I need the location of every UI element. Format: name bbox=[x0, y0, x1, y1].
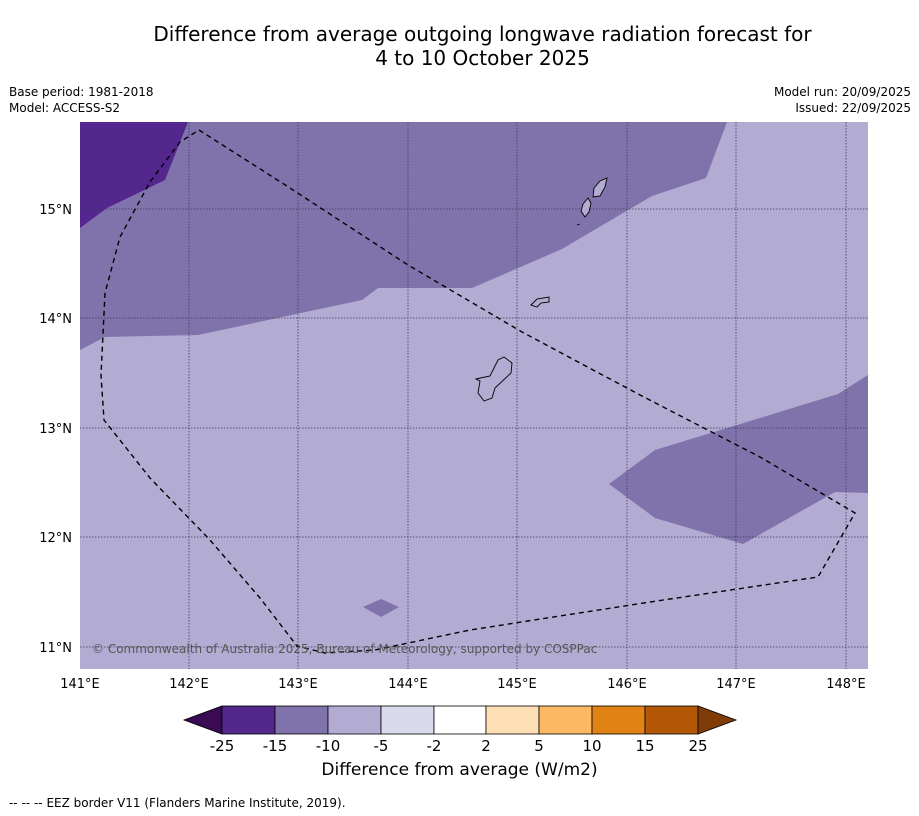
island-guam bbox=[474, 356, 513, 402]
issued-date: Issued: 22/09/2025 bbox=[795, 101, 911, 115]
lon-tick-label: 142°E bbox=[169, 677, 209, 692]
island-rota bbox=[530, 296, 550, 308]
footer-legend: -- -- -- EEZ border V11 (Flanders Marine… bbox=[9, 796, 346, 810]
colorbar-tick-label: -10 bbox=[316, 737, 341, 755]
colorbar-extension-max bbox=[697, 705, 738, 735]
colorbar-extension-min bbox=[182, 705, 223, 735]
colorbar-tick-label: 5 bbox=[534, 737, 544, 755]
colorbar-tick-label: -25 bbox=[210, 737, 235, 755]
meta-left: Base period: 1981-2018 Model: ACCESS-S2 bbox=[9, 84, 154, 116]
lat-tick-label: 11°N bbox=[39, 641, 72, 656]
lon-tick-label: 147°E bbox=[716, 677, 756, 692]
anomaly-region-small bbox=[363, 599, 399, 617]
colorbar-tick-label: -2 bbox=[427, 737, 442, 755]
colorbar-bin bbox=[433, 705, 487, 735]
colorbar-tick-label: 25 bbox=[688, 737, 707, 755]
anomaly-region-north bbox=[80, 122, 727, 350]
lon-tick-label: 141°E bbox=[60, 677, 100, 692]
colorbar-bin bbox=[380, 705, 435, 735]
colorbar-bin bbox=[644, 705, 699, 735]
colorbar-tick-label: 15 bbox=[635, 737, 654, 755]
colorbar-tick-label: -15 bbox=[263, 737, 288, 755]
model-run: Model run: 20/09/2025 bbox=[773, 85, 911, 99]
colorbar-bin bbox=[274, 705, 329, 735]
copyright-notice: © Commonwealth of Australia 2025, Bureau… bbox=[92, 642, 597, 656]
colorbar-bin bbox=[538, 705, 593, 735]
islands bbox=[474, 177, 608, 402]
lon-tick-label: 144°E bbox=[388, 677, 428, 692]
title-line-1: Difference from average outgoing longwav… bbox=[153, 22, 812, 46]
lat-tick-label: 13°N bbox=[39, 422, 72, 437]
lat-tick-label: 12°N bbox=[39, 531, 72, 546]
colorbar-bin bbox=[327, 705, 382, 735]
colorbar: -25 -15 -10 -5 -2 2 5 10 15 25 bbox=[182, 705, 738, 755]
eez-legend-text: EEZ border V11 (Flanders Marine Institut… bbox=[46, 796, 346, 810]
colorbar-tick-label: 10 bbox=[582, 737, 601, 755]
colorbar-bin bbox=[591, 705, 646, 735]
title-line-2: 4 to 10 October 2025 bbox=[375, 46, 590, 70]
colorbar-title: Difference from average (W/m2) bbox=[0, 760, 919, 780]
model-name: Model: ACCESS-S2 bbox=[9, 101, 121, 115]
island-saipan bbox=[592, 177, 608, 198]
colorbar-tick-label: -5 bbox=[374, 737, 389, 755]
eez-border bbox=[100, 129, 856, 654]
lon-tick-label: 148°E bbox=[826, 677, 866, 692]
lat-tick-label: 14°N bbox=[39, 312, 72, 327]
colorbar-bin bbox=[485, 705, 540, 735]
anomaly-region-east bbox=[609, 375, 868, 544]
colorbar-bin bbox=[221, 705, 276, 735]
meta-right: Model run: 20/09/2025 Issued: 22/09/2025 bbox=[774, 84, 911, 116]
lon-tick-label: 145°E bbox=[497, 677, 537, 692]
island-tinian bbox=[580, 197, 592, 218]
base-period: Base period: 1981-2018 bbox=[9, 85, 154, 99]
lon-tick-label: 146°E bbox=[607, 677, 647, 692]
colorbar-tick-label: 2 bbox=[481, 737, 491, 755]
lon-tick-label: 143°E bbox=[278, 677, 318, 692]
gridlines bbox=[80, 122, 868, 669]
island-aguijan bbox=[576, 223, 581, 226]
eez-legend-symbol: -- -- -- bbox=[9, 796, 43, 810]
lat-tick-label: 15°N bbox=[39, 203, 72, 218]
map-panel: © Commonwealth of Australia 2025, Bureau… bbox=[80, 122, 868, 669]
anomaly-region-northwest bbox=[80, 122, 188, 228]
colorbar-title-text: Difference from average (W/m2) bbox=[321, 760, 598, 780]
